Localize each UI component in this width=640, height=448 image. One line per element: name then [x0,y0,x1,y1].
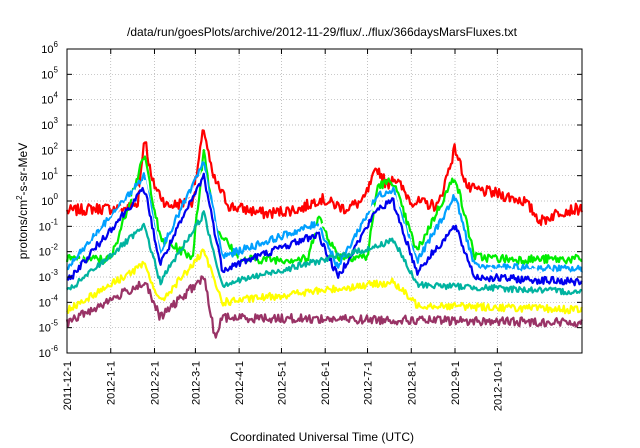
y-tick-base: 10 [41,69,53,81]
y-tick-base: 10 [41,44,53,56]
series-line-7 [65,275,583,339]
y-tick-exp: 5 [54,65,59,74]
series-line-2 [66,161,583,274]
x-tick-label: 2012-10-1 [492,361,504,411]
x-tick-label: 2012-3-1 [190,361,202,405]
y-tick-base: 10 [39,272,51,284]
y-tick-exp: 6 [54,40,59,49]
y-tick-label: 105 [41,65,58,81]
y-tick-label: 102 [41,141,58,157]
x-axis-label: Coordinated Universal Time (UTC) [230,430,414,444]
y-axis-label-suffix: -s-sr-MeV [16,143,30,196]
y-tick-base: 10 [39,247,51,259]
x-tick-label: 2012-5-1 [276,361,288,405]
x-tick-label: 2012-8-1 [406,361,418,405]
y-tick-exp: -5 [51,319,59,328]
series-group [65,129,583,339]
y-axis-label-prefix: protons/cm [16,200,30,259]
series-line-3 [66,170,583,278]
y-tick-exp: -2 [51,243,59,252]
y-axis-label: protons/cm2-s-sr-MeV [15,143,30,259]
x-tick-label: 2012-2-1 [149,361,161,405]
y-tick-exp: 1 [54,167,59,176]
series-line-5 [66,210,583,296]
y-tick-exp: -4 [51,293,59,302]
y-tick-label: 10-1 [39,217,59,233]
y-axis: 10-610-510-410-310-210-11001011021031041… [39,40,582,360]
y-tick-base: 10 [41,145,53,157]
series-line-6 [66,248,583,315]
y-tick-exp: 0 [54,192,59,201]
x-tick-label: 2012-6-1 [320,361,332,405]
y-tick-base: 10 [39,348,51,360]
y-tick-base: 10 [41,171,53,183]
x-tick-label: 2012-4-1 [234,361,246,405]
y-tick-exp: 4 [54,91,59,100]
y-tick-label: 10-3 [39,268,59,284]
y-tick-label: 10-5 [39,319,59,335]
x-axis: 2011-12-1 2012-1-1 2012-2-1 2012-3-1 2012-4-… [62,49,504,411]
x-tick-label: 2012-9-1 [450,361,462,405]
y-tick-base: 10 [39,221,51,233]
y-tick-base: 10 [41,95,53,107]
y-tick-exp: -3 [51,268,59,277]
y-tick-exp: -1 [51,217,59,226]
y-tick-label: 101 [41,167,58,183]
series-line-4 [66,172,583,287]
y-tick-label: 10-2 [39,243,59,259]
y-tick-base: 10 [39,323,51,335]
y-tick-exp: -6 [51,344,59,353]
series-line-1 [65,149,583,265]
series-line-0 [65,129,583,226]
chart-title: /data/run/goesPlots/archive/2012-11-29/f… [127,25,518,39]
x-tick-label: 2012-1-1 [106,361,118,405]
y-tick-base: 10 [39,297,51,309]
y-tick-label: 106 [41,40,58,56]
y-tick-label: 100 [41,192,58,208]
y-axis-label-sup: 2 [15,195,24,200]
y-tick-label: 103 [41,116,58,132]
y-tick-exp: 3 [54,116,59,125]
x-tick-label: 2011-12-1 [62,361,74,410]
y-tick-label: 10-6 [39,344,59,360]
y-tick-base: 10 [41,120,53,132]
x-tick-label: 2012-7-1 [363,361,375,405]
y-tick-label: 10-4 [39,293,59,309]
y-tick-base: 10 [41,196,53,208]
y-tick-label: 104 [41,91,58,107]
y-tick-exp: 2 [54,141,59,150]
